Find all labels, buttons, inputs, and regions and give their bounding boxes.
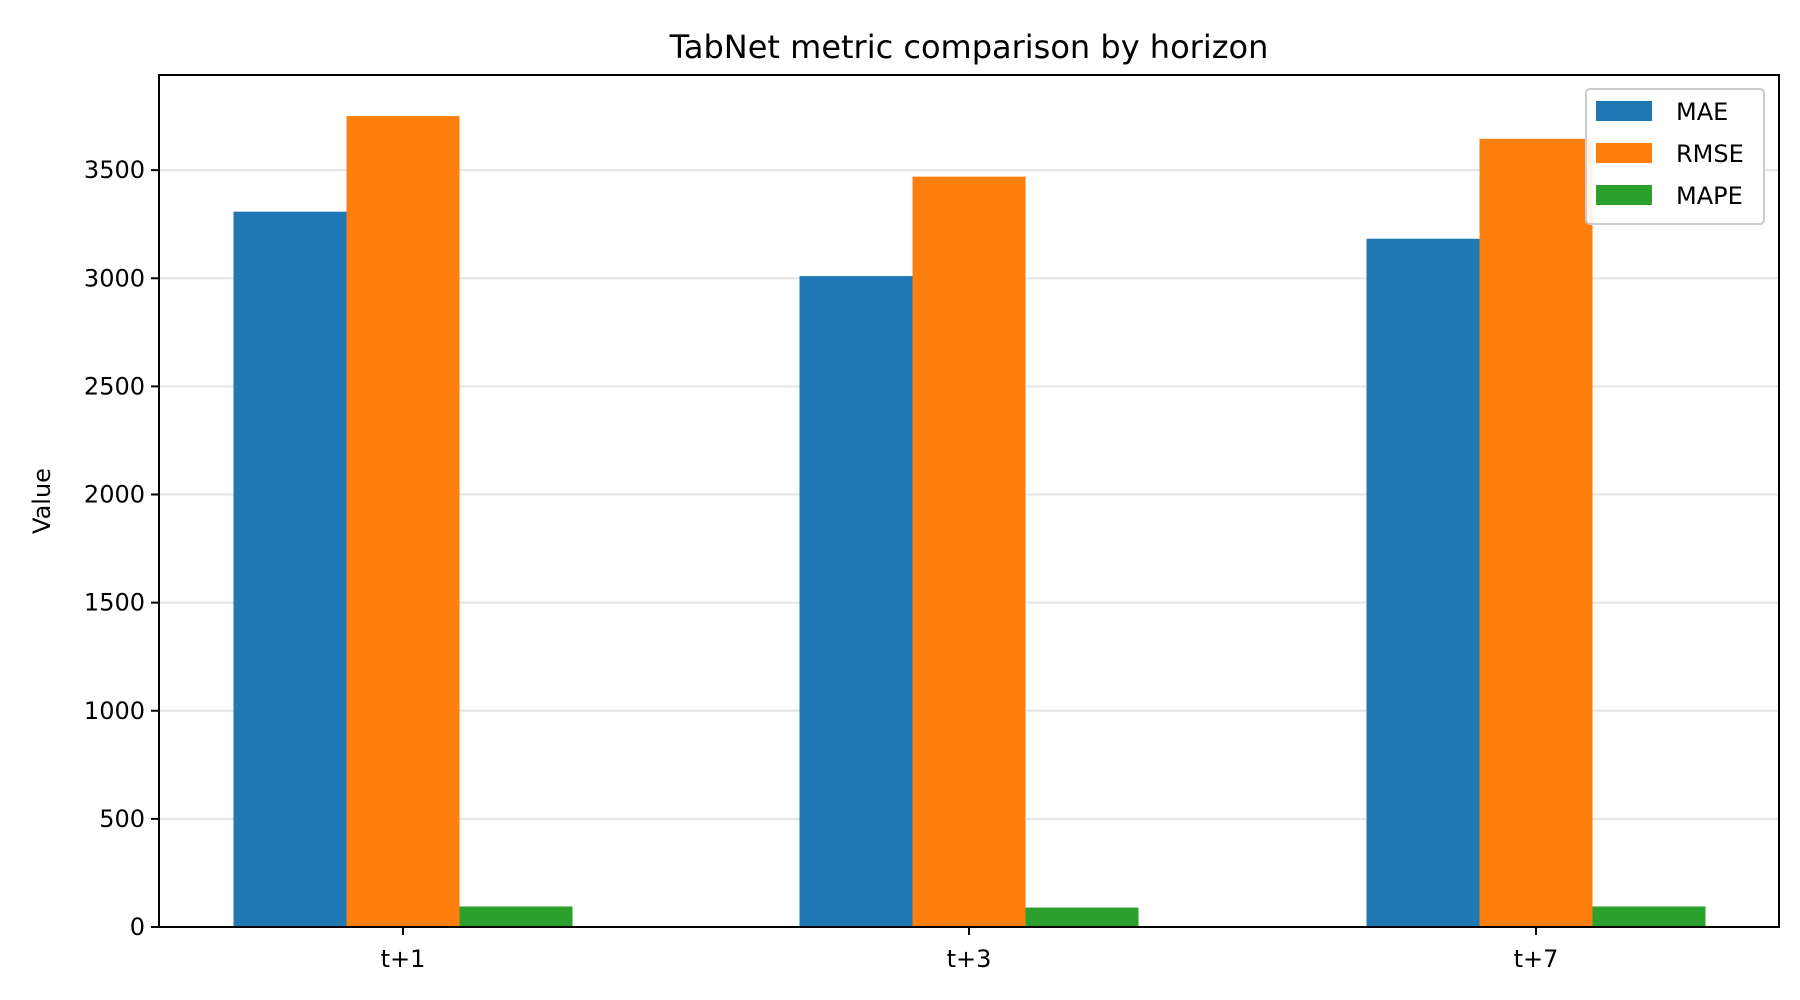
bar-mape-t+1 [459, 906, 573, 927]
chart-title: TabNet metric comparison by horizon [669, 28, 1269, 66]
legend-swatch-mape [1596, 185, 1652, 205]
y-tick-label: 1500 [84, 589, 145, 617]
x-tick-label: t+3 [947, 945, 992, 973]
bar-mae-t+1 [233, 211, 347, 927]
y-tick-label: 1000 [84, 697, 145, 725]
legend-swatch-mae [1596, 101, 1652, 121]
x-tick-label: t+1 [381, 945, 426, 973]
bar-rmse-t+1 [346, 116, 460, 927]
bars [233, 116, 1706, 928]
y-tick-label: 2000 [84, 481, 145, 509]
y-tick-label: 500 [99, 805, 145, 833]
y-axis-label: Value [28, 468, 56, 534]
y-tick-label: 2500 [84, 372, 145, 400]
y-axis: 0 500 1000 1500 2000 2500 3000 3500 [84, 156, 159, 941]
bar-mae-t+7 [1366, 238, 1480, 928]
legend-swatch-rmse [1596, 143, 1652, 163]
bar-mape-t+7 [1592, 906, 1706, 927]
legend-label-rmse: RMSE [1676, 140, 1744, 168]
bar-rmse-t+7 [1479, 138, 1593, 928]
legend-label-mae: MAE [1676, 98, 1728, 126]
x-axis: t+1 t+3 t+7 [381, 927, 1559, 973]
bar-mae-t+3 [799, 276, 913, 928]
y-tick-label: 3000 [84, 264, 145, 292]
y-tick-label: 3500 [84, 156, 145, 184]
bar-mape-t+3 [1025, 907, 1139, 927]
legend-label-mape: MAPE [1676, 182, 1743, 210]
y-tick-label: 0 [130, 913, 145, 941]
bar-rmse-t+3 [912, 176, 1026, 927]
x-tick-label: t+7 [1514, 945, 1559, 973]
legend: MAE RMSE MAPE [1585, 88, 1765, 225]
